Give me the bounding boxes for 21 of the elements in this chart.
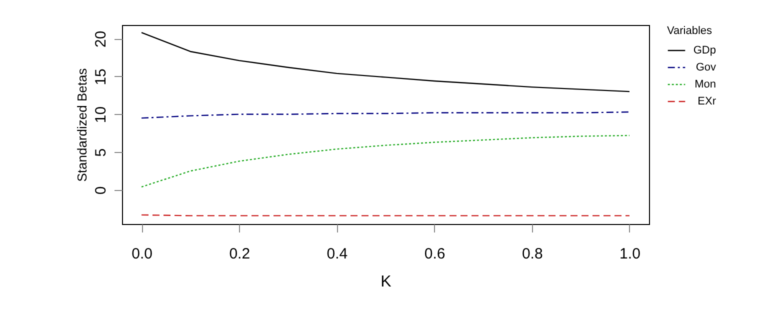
line-series — [140, 32, 630, 92]
legend-title: Variables — [667, 25, 713, 37]
legend-label: Mon — [694, 78, 716, 90]
legend-label: EXr — [698, 96, 716, 108]
y-tick-label: 10 — [92, 106, 110, 124]
y-tick-label: 5 — [92, 148, 110, 157]
x-tick-label: 1.0 — [620, 246, 640, 262]
x-tick-label: 0.2 — [229, 246, 250, 262]
x-tick-label: 0.8 — [522, 246, 543, 262]
y-tick-label: 0 — [92, 186, 110, 195]
x-axis-title: K — [380, 274, 392, 290]
legend-label: Gov — [696, 62, 716, 74]
x-tick-label: 0.6 — [424, 246, 446, 262]
y-tick-label: 20 — [92, 30, 110, 48]
x-tick-label: 0.0 — [132, 246, 152, 262]
y-tick-label: 15 — [92, 68, 110, 86]
x-tick-label: 0.4 — [326, 246, 348, 262]
legend-label: GDp — [693, 44, 716, 56]
y-axis-title: Standardized Betas — [74, 68, 90, 182]
line-series — [140, 111, 630, 119]
line-series — [140, 134, 630, 188]
